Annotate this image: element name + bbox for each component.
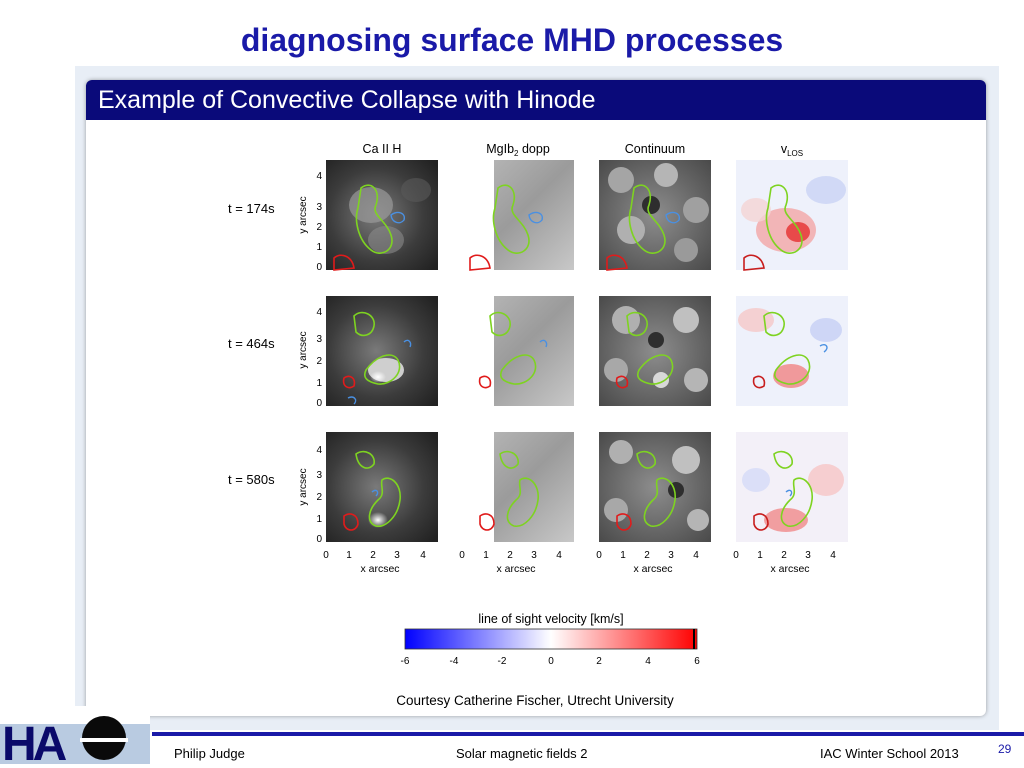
svg-text:4: 4 bbox=[645, 656, 651, 667]
colorbar bbox=[404, 628, 698, 650]
slide-number: 29 bbox=[998, 742, 1012, 756]
svg-text:4: 4 bbox=[693, 550, 699, 561]
svg-text:-4: -4 bbox=[450, 656, 459, 667]
svg-text:-2: -2 bbox=[498, 656, 507, 667]
panel-r1-continuum bbox=[599, 160, 711, 271]
svg-text:2: 2 bbox=[596, 656, 602, 667]
svg-text:4: 4 bbox=[316, 171, 322, 182]
svg-text:-6: -6 bbox=[401, 656, 410, 667]
col-title-vlos: vLOS bbox=[781, 142, 803, 158]
svg-text:0: 0 bbox=[596, 550, 602, 561]
col-title-ca: Ca II H bbox=[363, 142, 402, 156]
y-axis-label-row1: y arcsec bbox=[298, 196, 309, 233]
col-title-continuum: Continuum bbox=[625, 142, 685, 156]
y-axis-label-row3: y arcsec bbox=[298, 468, 309, 505]
panel-r3-mgib bbox=[462, 432, 574, 542]
svg-text:0: 0 bbox=[316, 398, 322, 409]
footer-author: Philip Judge bbox=[174, 746, 245, 761]
x-axis-label-ca: x arcsec bbox=[360, 563, 399, 575]
x-ticks-vlos: 0 1 2 3 4 bbox=[733, 550, 836, 561]
svg-text:2: 2 bbox=[316, 492, 322, 503]
figure-credit: Courtesy Catherine Fischer, Utrecht Univ… bbox=[396, 693, 674, 708]
svg-text:4: 4 bbox=[556, 550, 562, 561]
svg-text:4: 4 bbox=[830, 550, 836, 561]
figure-svg: Ca II H MgIb2 dopp Continuum vLOS t = 17… bbox=[228, 142, 848, 708]
svg-text:3: 3 bbox=[668, 550, 674, 561]
svg-text:3: 3 bbox=[316, 334, 322, 345]
svg-text:4: 4 bbox=[316, 307, 322, 318]
svg-text:0: 0 bbox=[459, 550, 465, 561]
row-label-464: t = 464s bbox=[228, 336, 275, 351]
svg-text:2: 2 bbox=[781, 550, 787, 561]
svg-text:2: 2 bbox=[644, 550, 650, 561]
x-axis-label-continuum: x arcsec bbox=[633, 563, 672, 575]
x-axis-label-vlos: x arcsec bbox=[770, 563, 809, 575]
footer-talk: Solar magnetic fields 2 bbox=[456, 746, 588, 761]
hao-logo: HA bbox=[0, 706, 150, 768]
svg-text:0: 0 bbox=[323, 550, 329, 561]
panel-title: Example of Convective Collapse with Hino… bbox=[86, 80, 986, 120]
svg-text:1: 1 bbox=[483, 550, 489, 561]
svg-text:2: 2 bbox=[316, 222, 322, 233]
y-ticks-row2: 0 1 2 3 4 bbox=[316, 307, 322, 409]
y-ticks-row3: 0 1 2 3 4 bbox=[316, 445, 322, 545]
svg-text:0: 0 bbox=[733, 550, 739, 561]
colorbar-ticks: -6 -4 -2 0 2 4 6 bbox=[401, 656, 701, 667]
svg-text:3: 3 bbox=[316, 202, 322, 213]
panel-r3-ca bbox=[326, 432, 438, 542]
y-axis-label-row2: y arcsec bbox=[298, 331, 309, 368]
figure-card: Example of Convective Collapse with Hino… bbox=[86, 80, 986, 716]
row-label-580: t = 580s bbox=[228, 472, 275, 487]
svg-text:2: 2 bbox=[370, 550, 376, 561]
svg-text:4: 4 bbox=[316, 445, 322, 456]
svg-text:1: 1 bbox=[346, 550, 352, 561]
y-ticks-row1: 0 1 2 3 4 bbox=[316, 171, 322, 273]
svg-text:1: 1 bbox=[316, 514, 322, 525]
x-ticks-ca: 0 1 2 3 4 bbox=[323, 550, 426, 561]
panel-r1-ca bbox=[326, 160, 438, 271]
footer-rule bbox=[152, 732, 1024, 736]
svg-text:6: 6 bbox=[694, 656, 700, 667]
svg-text:4: 4 bbox=[420, 550, 426, 561]
panel-r2-vlos bbox=[736, 296, 848, 406]
panel-r3-vlos bbox=[736, 432, 848, 542]
svg-text:1: 1 bbox=[620, 550, 626, 561]
svg-text:2: 2 bbox=[316, 356, 322, 367]
svg-text:0: 0 bbox=[316, 262, 322, 273]
panel-r3-continuum bbox=[599, 432, 711, 542]
panel-r2-mgib bbox=[462, 296, 574, 406]
svg-text:3: 3 bbox=[394, 550, 400, 561]
x-ticks-continuum: 0 1 2 3 4 bbox=[596, 550, 699, 561]
panel-r2-continuum bbox=[599, 296, 711, 406]
svg-text:3: 3 bbox=[531, 550, 537, 561]
col-title-mgib: MgIb2 dopp bbox=[486, 142, 550, 158]
slide-title: diagnosing surface MHD processes bbox=[240, 22, 784, 58]
svg-text:3: 3 bbox=[316, 470, 322, 481]
svg-text:0: 0 bbox=[548, 656, 554, 667]
svg-text:1: 1 bbox=[316, 242, 322, 253]
svg-text:3: 3 bbox=[805, 550, 811, 561]
svg-text:HA: HA bbox=[2, 718, 67, 768]
svg-text:1: 1 bbox=[757, 550, 763, 561]
svg-text:1: 1 bbox=[316, 378, 322, 389]
panel-r1-vlos bbox=[736, 160, 848, 271]
panel-r2-ca bbox=[326, 296, 438, 406]
panel-r1-mgib bbox=[462, 160, 574, 271]
footer-event: IAC Winter School 2013 bbox=[820, 746, 959, 761]
svg-text:2: 2 bbox=[507, 550, 513, 561]
svg-text:0: 0 bbox=[316, 534, 322, 545]
x-ticks-mgib: 0 1 2 3 4 bbox=[459, 550, 562, 561]
colorbar-title: line of sight velocity [km/s] bbox=[478, 612, 623, 626]
x-axis-label-mgib: x arcsec bbox=[496, 563, 535, 575]
row-label-174: t = 174s bbox=[228, 201, 275, 216]
